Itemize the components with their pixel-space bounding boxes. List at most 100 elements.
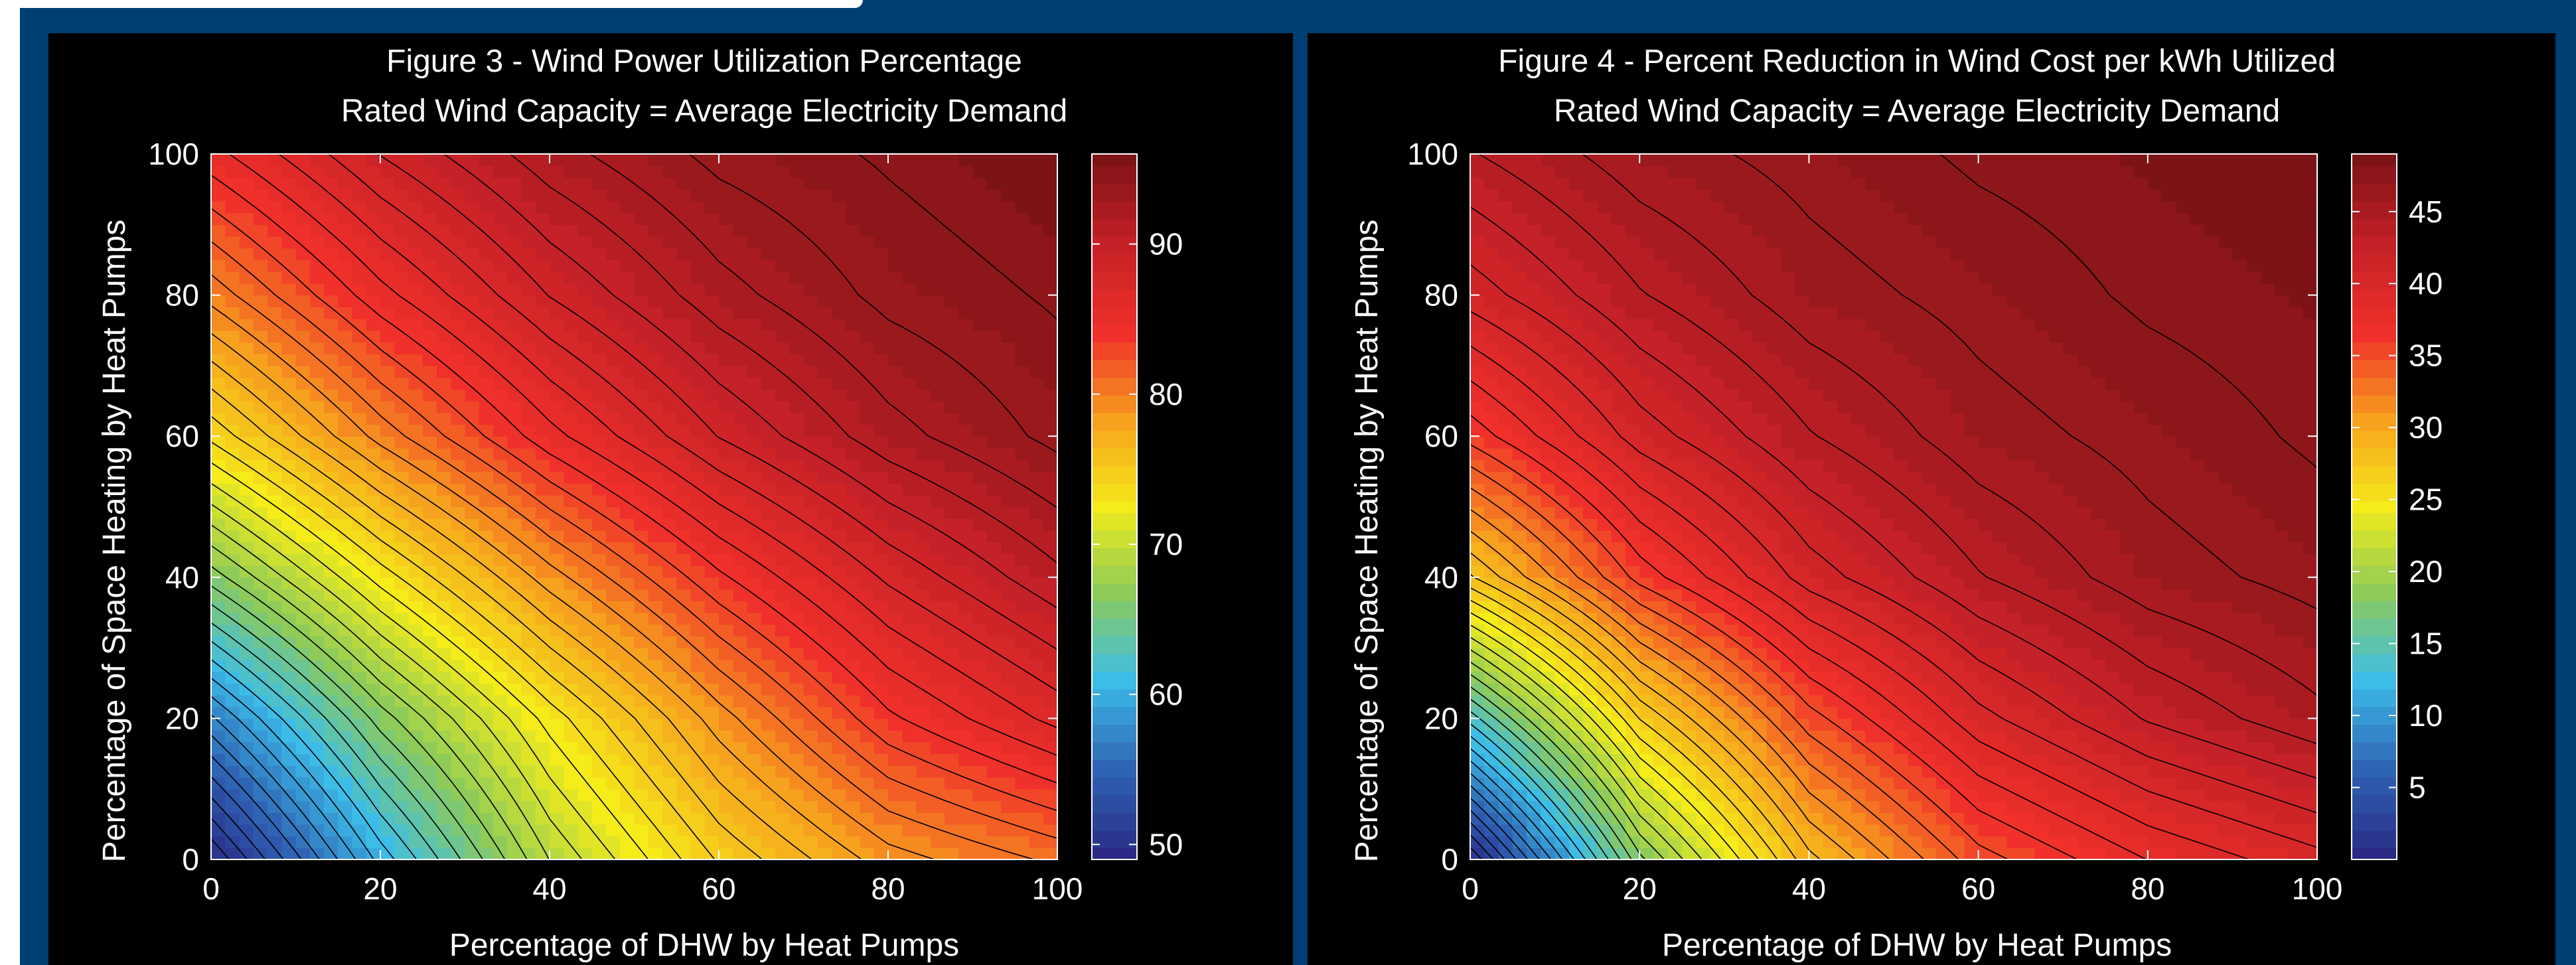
contour-cell [676, 530, 692, 543]
contour-cell [577, 389, 593, 402]
contour-cell [479, 706, 494, 719]
contour-cell [564, 624, 579, 637]
contour-cell [704, 530, 720, 543]
contour-cell [394, 518, 410, 531]
contour-cell [761, 271, 776, 284]
contour-cell [366, 260, 381, 272]
contour-cell [2105, 812, 2120, 825]
contour-cell [338, 154, 353, 167]
contour-cell [281, 189, 297, 202]
contour-cell [620, 788, 635, 802]
contour-cell [1568, 624, 1584, 637]
contour-cell [591, 424, 607, 437]
colorbar-band [1092, 301, 1137, 308]
contour-cell [1625, 624, 1640, 637]
contour-cell [930, 295, 945, 308]
contour-cell [860, 260, 875, 272]
contour-cell [281, 506, 297, 519]
contour-cell [945, 248, 959, 261]
contour-cell [1879, 812, 1894, 825]
contour-cell [690, 601, 706, 613]
contour-cell [2007, 683, 2022, 696]
contour-cell [958, 436, 974, 449]
contour-cell [2020, 800, 2036, 813]
contour-cell [972, 542, 988, 555]
contour-cell [1752, 765, 1768, 778]
contour-cell [2063, 671, 2078, 684]
contour-cell [2275, 765, 2290, 778]
contour-cell [239, 730, 254, 743]
contour-cell [1992, 836, 2007, 848]
contour-cell [958, 589, 974, 601]
contour-cell [2303, 659, 2318, 672]
contour-cell [606, 518, 621, 531]
contour-cell [662, 295, 677, 308]
contour-cell [366, 342, 381, 354]
contour-cell [239, 295, 254, 308]
contour-cell [634, 765, 649, 778]
contour-cell [564, 412, 579, 425]
contour-cell [1696, 730, 1711, 743]
contour-cell [873, 683, 889, 696]
contour-cell [451, 154, 466, 167]
contour-cell [2246, 659, 2261, 672]
contour-cell [1611, 848, 1626, 860]
contour-cell [873, 260, 889, 272]
contour-cell [1043, 694, 1058, 707]
contour-cell [2105, 694, 2120, 707]
contour-cell [634, 412, 649, 425]
contour-cell [873, 295, 889, 308]
contour-cell [1795, 765, 1810, 778]
contour-cell [493, 177, 508, 190]
contour-cell [1682, 730, 1697, 743]
contour-cell [366, 788, 381, 802]
contour-cell [1922, 706, 1937, 719]
contour-cell [2034, 706, 2050, 719]
contour-cell [1001, 307, 1016, 319]
contour-cell [817, 154, 832, 167]
contour-cell [719, 342, 733, 354]
contour-cell [437, 694, 451, 707]
contour-cell [239, 718, 254, 731]
contour-cell [521, 260, 536, 272]
contour-cell [606, 671, 621, 684]
contour-cell [930, 577, 945, 590]
colorbar-band [1092, 277, 1137, 284]
contour-cell [775, 295, 790, 308]
contour-cell [295, 459, 311, 473]
contour-cell [761, 319, 776, 331]
contour-cell [591, 518, 607, 531]
contour-cell [1583, 730, 1598, 743]
contour-cell [803, 741, 818, 755]
contour-cell [860, 494, 875, 508]
contour-cell [1001, 648, 1016, 660]
contour-cell [1015, 271, 1030, 284]
contour-cell [1950, 718, 1965, 731]
contour-cell [733, 824, 748, 837]
contour-cell [1823, 836, 1838, 848]
contour-cell [422, 601, 437, 613]
contour-cell [620, 765, 635, 778]
contour-cell [986, 848, 1002, 860]
contour-cell [676, 283, 692, 296]
contour-cell [2232, 694, 2247, 707]
contour-cell [930, 424, 945, 437]
contour-cell [2020, 730, 2036, 743]
contour-cell [1950, 683, 1965, 696]
contour-cell [366, 330, 381, 343]
contour-cell [591, 718, 607, 731]
contour-cell [690, 718, 706, 731]
contour-cell [1710, 636, 1725, 648]
contour-cell [211, 506, 226, 519]
contour-cell [719, 377, 733, 390]
contour-cell [747, 307, 762, 319]
contour-cell [295, 283, 311, 296]
contour-cell [577, 694, 593, 707]
contour-cell [2020, 741, 2036, 755]
contour-cell [873, 377, 889, 390]
contour-cell [676, 777, 692, 790]
contour-cell [775, 765, 790, 778]
contour-cell [1043, 412, 1058, 425]
contour-cell [267, 212, 282, 225]
